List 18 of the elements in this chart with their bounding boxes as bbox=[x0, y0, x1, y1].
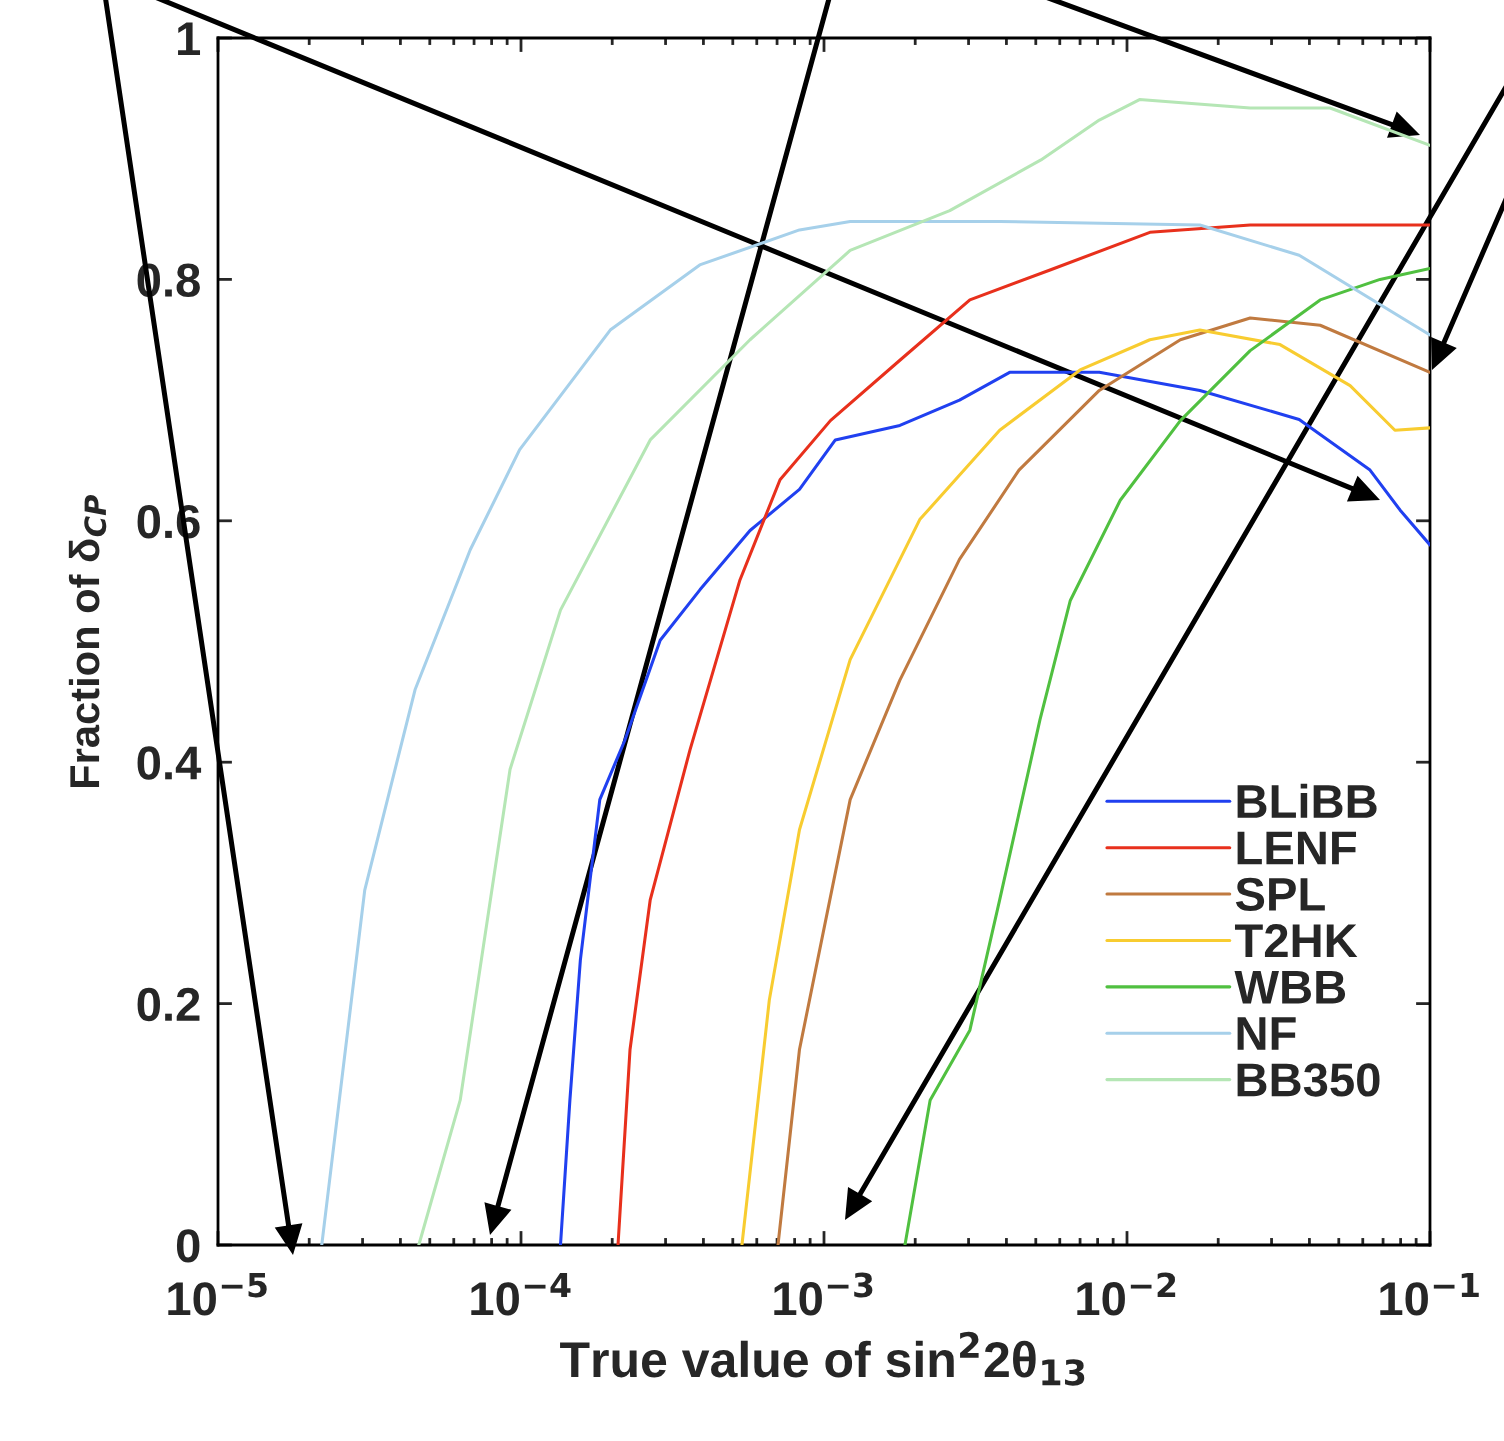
legend-label: LENF bbox=[1237, 831, 1357, 865]
x-axis-title: True value of sin$^{2}$2θ$_{13}$ bbox=[560, 1331, 1085, 1386]
x-tick-label: 10$^{−4}$ bbox=[471, 1272, 571, 1316]
x-tick-label: 10$^{−3}$ bbox=[774, 1272, 873, 1316]
x-tick-label: 10$^{−5}$ bbox=[168, 1272, 267, 1316]
legend-label: WBB bbox=[1234, 970, 1346, 1004]
legend-label: BLiBB bbox=[1237, 783, 1377, 818]
legend-label: SPL bbox=[1235, 877, 1325, 912]
legend-label: T2HK bbox=[1234, 924, 1358, 957]
x-tick-label: 10$^{−2}$ bbox=[1077, 1272, 1176, 1316]
y-tick-label: 0.2 bbox=[137, 987, 200, 1022]
y-tick-label: 1 bbox=[178, 22, 201, 56]
legend-label: BB350 bbox=[1237, 1063, 1380, 1097]
y-tick-label: 0.4 bbox=[137, 746, 202, 780]
y-tick-label: 0 bbox=[176, 1229, 200, 1263]
x-tick-label: 10$^{−1}$ bbox=[1380, 1272, 1479, 1316]
legend-label: NF bbox=[1237, 1017, 1296, 1050]
y-axis-title: Fraction of δ$_{CP}$ bbox=[68, 494, 107, 788]
